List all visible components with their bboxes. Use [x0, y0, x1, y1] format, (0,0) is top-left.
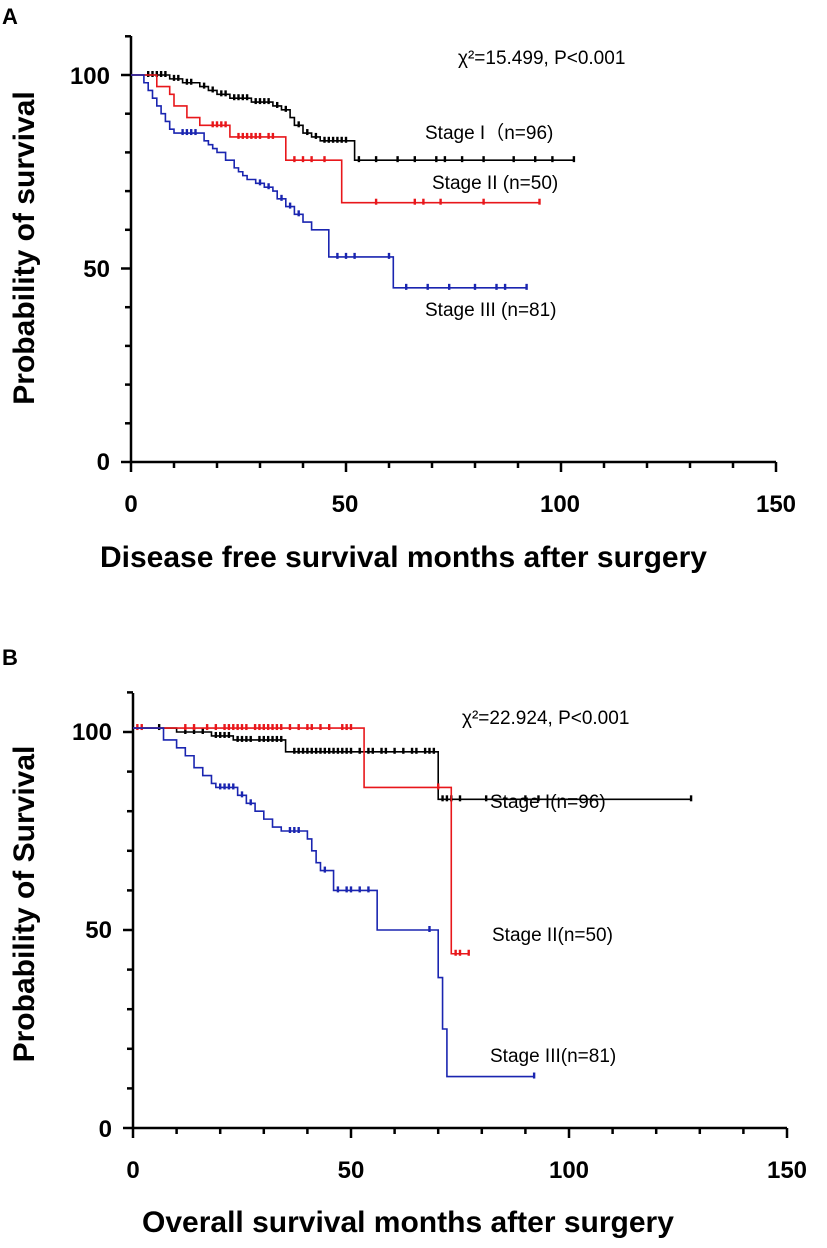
- panel-a-y-tick-label: 100: [70, 63, 110, 90]
- panel-b-series-label-stage-i: Stage I(n=96): [490, 792, 606, 813]
- panel-a-x-axis-label: Disease free survival months after surge…: [100, 541, 707, 574]
- panel-a-x-tick-label: 50: [332, 491, 359, 518]
- panel-b: B χ²=22.924, P<0.001 Probability of Surv…: [2, 645, 807, 1239]
- panel-a-y-tick-label: 50: [83, 256, 110, 283]
- panel-b-series-label-stage-iii: Stage III(n=81): [490, 1046, 616, 1067]
- panel-b-x-tick-label: 50: [338, 1157, 365, 1184]
- panel-b-series-label-stage-ii: Stage II(n=50): [492, 925, 613, 946]
- panel-b-x-tick-label: 150: [767, 1157, 807, 1184]
- panel-a-y-axis-label: Probability of survival: [8, 91, 41, 404]
- panel-b-statistic: χ²=22.924, P<0.001: [462, 708, 629, 729]
- panel-b-x-tick-label: 100: [549, 1157, 589, 1184]
- panel-b-y-tick-label: 100: [72, 719, 112, 746]
- panel-a-x-tick-label: 150: [756, 491, 796, 518]
- panel-b-curve-stage-i: [133, 727, 692, 801]
- panel-b-letter: B: [2, 645, 18, 670]
- panel-a-x-tick-label: 100: [540, 491, 580, 518]
- panel-b-curve-stage-iii: [133, 727, 535, 1078]
- panel-a-series-label-stage-iii: Stage III (n=81): [425, 300, 557, 321]
- panel-b-y-tick-label: 0: [99, 1116, 112, 1143]
- panel-b-x-axis-label: Overall survival months after surgery: [142, 1206, 674, 1239]
- panel-b-x-tick-label: 0: [126, 1157, 139, 1184]
- panel-a-curve-stage-i: [131, 74, 574, 161]
- panel-a-statistic: χ²=15.499, P<0.001: [458, 48, 625, 69]
- panel-a-x-tick-label: 0: [124, 491, 137, 518]
- panel-a-letter: A: [2, 4, 18, 29]
- panel-b-y-tick-label: 50: [85, 917, 112, 944]
- panel-b-curve-stage-ii: [133, 727, 469, 955]
- panel-a-series-label-stage-ii: Stage II (n=50): [432, 173, 558, 194]
- panel-b-y-axis-label: Probability of Survival: [8, 746, 41, 1063]
- panel-a-curve-stage-iii: [131, 74, 527, 289]
- panel-a: A χ²=15.499, P<0.001 Probability of surv…: [2, 4, 796, 574]
- panel-a-y-tick-label: 0: [97, 449, 110, 476]
- panel-a-series-label-stage-i: Stage I（n=96): [425, 122, 553, 144]
